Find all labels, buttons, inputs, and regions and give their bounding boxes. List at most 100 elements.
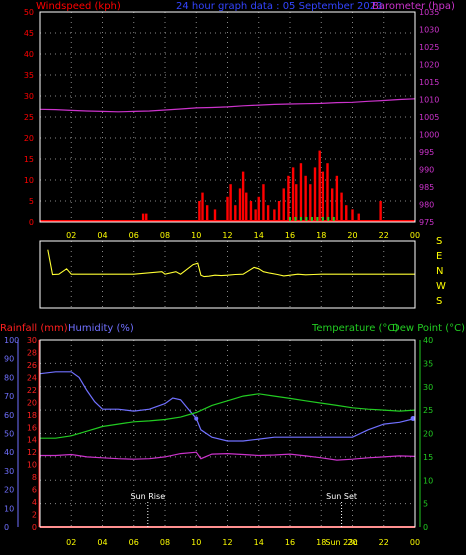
chart-layer: 0510152025303540455097598098599099510001… (4, 8, 446, 547)
dewpoint-line (40, 451, 416, 461)
wind-panel-x-tick: 06 (129, 231, 139, 240)
windspeed-bar (282, 188, 285, 222)
windspeed-bar (313, 167, 317, 222)
temperature-y-tick: 25 (423, 406, 433, 415)
wind-panel-frame (39, 11, 416, 223)
rainfall-y-tick: 2 (32, 511, 37, 520)
humidity-axis-title: Humidity (%) (68, 323, 134, 334)
barometer-y-tick: 980 (419, 201, 434, 210)
windspeed-y-tick: 35 (24, 71, 34, 80)
temp-panel-x-tick: 22 (379, 538, 389, 547)
wind-panel-x-tick: 18 (316, 231, 326, 240)
humidity-y-tick: 60 (4, 411, 14, 420)
barometer-line (39, 98, 416, 113)
temp-panel-x-tick: 06 (129, 538, 139, 547)
windspeed-bar (351, 209, 354, 222)
rainfall-y-tick: 24 (27, 373, 37, 382)
windspeed-bar (141, 213, 145, 222)
windspeed-y-tick: 10 (24, 176, 34, 185)
barometer-axis-title: Barometer (hpa) (372, 1, 455, 12)
windspeed-bar (299, 163, 303, 222)
sun-set-x-label: Sun 23c (325, 538, 357, 547)
windspeed-bar (262, 184, 265, 222)
temp-panel-frame (39, 339, 416, 528)
rainfall-axis-title: Rainfall (mm) (0, 323, 68, 334)
windspeed-bar (304, 175, 307, 222)
windspeed-bar (273, 209, 276, 222)
barometer-y-tick: 975 (419, 218, 434, 227)
windspeed-bar (287, 175, 290, 222)
humidity-y-tick: 0 (4, 523, 9, 532)
windspeed-bar (226, 196, 229, 222)
temperature-y-tick: 20 (423, 430, 433, 439)
temp-panel-x-tick: 10 (191, 538, 201, 547)
windspeed-bar (379, 201, 382, 222)
windspeed-y-tick: 45 (24, 29, 34, 38)
temperature-y-tick: 35 (423, 359, 433, 368)
windspeed-bar (241, 171, 245, 222)
temp-panel-x-tick: 04 (97, 538, 107, 547)
windspeed-y-tick: 0 (29, 218, 34, 227)
barometer-y-tick: 1020 (419, 61, 439, 70)
humidity-y-tick: 40 (4, 448, 14, 457)
humidity-y-tick: 10 (4, 504, 14, 513)
barometer-y-tick: 1015 (419, 78, 439, 87)
temperature-y-tick: 10 (423, 476, 433, 485)
humidity-y-tick: 80 (4, 373, 14, 382)
temperature-axis-title: Temperature (°C) (311, 323, 398, 334)
wind-panel-x-tick: 02 (66, 231, 76, 240)
direction-label: E (436, 251, 442, 262)
windspeed-bar (309, 184, 312, 222)
temp-panel-x-tick: 00 (410, 538, 420, 547)
temp-panel-x-tick: 12 (222, 538, 232, 547)
wind-gust-mark (299, 217, 302, 221)
sun-rise-label: Sun Rise (130, 492, 165, 501)
sun-set-label: Sun Set (326, 492, 357, 501)
chart-title: 24 hour graph data : 05 September 2023 (176, 1, 383, 12)
temp-panel-x-tick: 02 (66, 538, 76, 547)
direction-label: W (436, 281, 446, 292)
wind-panel-x-tick: 22 (379, 231, 389, 240)
windspeed-bar (291, 167, 295, 222)
temperature-y-tick: 40 (423, 336, 433, 345)
wind-panel-x-tick: 20 (347, 231, 357, 240)
rainfall-y-tick: 28 (27, 348, 37, 357)
windspeed-y-tick: 20 (24, 134, 34, 143)
wind-panel-x-tick: 04 (97, 231, 107, 240)
windspeed-bar (318, 150, 321, 222)
barometer-y-tick: 985 (419, 183, 434, 192)
wind-gust-mark (332, 217, 335, 221)
windspeed-bar (205, 205, 209, 222)
rainfall-y-tick: 0 (32, 523, 37, 532)
wind-gust-mark (316, 217, 319, 221)
rainfall-y-tick: 16 (27, 423, 37, 432)
barometer-y-tick: 1000 (419, 131, 439, 140)
windspeed-bar (295, 184, 298, 222)
windspeed-bar (257, 196, 260, 222)
rainfall-y-tick: 10 (27, 461, 37, 470)
windspeed-y-tick: 5 (29, 197, 34, 206)
windspeed-bar (238, 188, 242, 222)
humidity-y-tick: 30 (4, 467, 14, 476)
windspeed-y-tick: 30 (24, 92, 34, 101)
wind-gust-mark (289, 217, 291, 221)
temperature-y-tick: 30 (423, 383, 433, 392)
humidity-end-marker (410, 416, 416, 422)
direction-panel-frame (39, 240, 416, 309)
humidity-marker (194, 416, 199, 421)
barometer-y-tick: 1025 (419, 43, 439, 52)
temp-panel-x-tick: 20 (347, 538, 357, 547)
wind-gust-mark (305, 217, 308, 221)
windspeed-bar (326, 163, 329, 222)
windspeed-bar (201, 192, 204, 222)
wind-gust-mark (294, 217, 297, 221)
humidity-y-tick: 20 (4, 486, 14, 495)
temperature-y-tick: 5 (423, 500, 428, 509)
temperature-y-tick: 15 (423, 453, 433, 462)
windspeed-bar (345, 205, 348, 222)
windspeed-bar (335, 175, 339, 222)
humidity-y-tick: 50 (4, 430, 14, 439)
wind-panel-x-tick: 16 (285, 231, 295, 240)
wind-panel-x-tick: 10 (191, 231, 201, 240)
